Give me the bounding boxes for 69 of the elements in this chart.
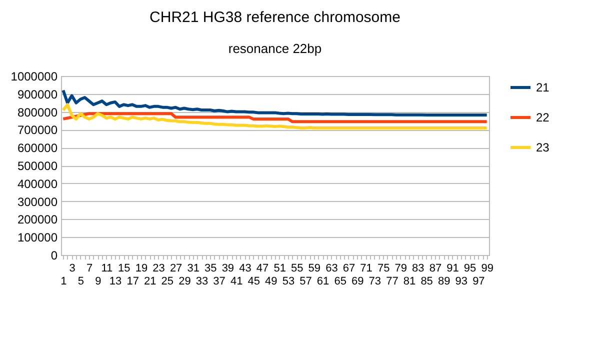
x-tick-label: 53 xyxy=(282,276,295,288)
x-tick-label: 1 xyxy=(60,276,67,288)
x-tick-label: 23 xyxy=(152,262,165,274)
x-tick-label: 25 xyxy=(161,276,174,288)
x-tick-label: 37 xyxy=(213,276,226,288)
x-tick-label: 9 xyxy=(95,276,102,288)
x-tick-label: 11 xyxy=(101,262,113,274)
x-tick-label: 63 xyxy=(326,262,338,274)
x-tick-label: 93 xyxy=(455,276,468,288)
x-tick-label: 49 xyxy=(265,276,278,288)
x-tick-label: 87 xyxy=(429,262,442,274)
x-tick-label: 5 xyxy=(78,276,84,288)
x-tick-label: 47 xyxy=(256,262,269,274)
x-tick-label: 43 xyxy=(239,262,252,274)
y-tick-label: 600000 xyxy=(17,141,58,156)
x-tick-label: 45 xyxy=(248,276,260,288)
x-tick-label: 97 xyxy=(472,276,485,288)
x-tick-label: 29 xyxy=(178,276,191,288)
y-tick-label: 0 xyxy=(50,248,58,262)
y-tick-label: 200000 xyxy=(17,212,58,227)
y-tick-label: 900000 xyxy=(17,87,58,102)
x-tick-label: 51 xyxy=(274,262,286,274)
x-tick-label: 85 xyxy=(420,276,433,288)
x-tick-label: 89 xyxy=(438,276,450,288)
x-tick-label: 99 xyxy=(481,262,494,274)
legend-label: 23 xyxy=(536,140,550,154)
x-tick-label: 27 xyxy=(170,262,182,274)
y-tick-label: 500000 xyxy=(17,159,58,173)
line-series xyxy=(62,88,488,117)
y-tick-label: 100000 xyxy=(17,230,58,245)
x-tick-label: 17 xyxy=(126,276,139,288)
x-tick-label: 73 xyxy=(368,276,382,288)
x-tick-label: 75 xyxy=(377,262,390,274)
y-tick-label: 700000 xyxy=(17,123,58,138)
x-tick-label: 77 xyxy=(386,276,398,288)
line-series xyxy=(62,112,488,124)
x-tick-label: 15 xyxy=(118,262,130,274)
x-tick-label: 65 xyxy=(334,276,346,288)
x-tick-label: 33 xyxy=(196,276,208,288)
x-tick-label: 55 xyxy=(290,262,304,274)
x-tick-label: 21 xyxy=(144,276,156,288)
chart-title: CHR21 HG38 reference chromosome xyxy=(150,9,400,26)
x-tick-label: 19 xyxy=(135,262,148,274)
x-tick-label: 83 xyxy=(412,262,424,274)
chart-subtitle: resonance 22bp xyxy=(228,41,322,56)
x-tick-label: 41 xyxy=(230,276,243,288)
y-tick-label: 1000000 xyxy=(10,70,58,84)
x-tick-label: 69 xyxy=(352,276,364,288)
y-tick-label: 800000 xyxy=(17,105,58,120)
line-series xyxy=(62,103,488,130)
legend-label: 21 xyxy=(536,80,550,94)
x-tick-label: 3 xyxy=(69,262,76,274)
x-tick-label: 71 xyxy=(360,262,372,274)
x-tick-label: 35 xyxy=(204,262,217,274)
x-tick-label: 79 xyxy=(394,262,407,274)
x-tick-label: 59 xyxy=(308,262,321,274)
x-tick-label: 39 xyxy=(222,262,234,274)
x-tick-label: 31 xyxy=(187,262,200,274)
x-tick-label: 91 xyxy=(446,262,459,274)
y-tick-label: 400000 xyxy=(17,176,58,191)
x-tick-label: 7 xyxy=(86,262,93,274)
legend-label: 22 xyxy=(536,110,550,124)
y-tick-label: 300000 xyxy=(17,194,58,209)
x-tick-label: 95 xyxy=(464,262,476,274)
x-tick-label: 67 xyxy=(342,262,356,274)
x-tick-label: 13 xyxy=(109,276,122,288)
x-tick-label: 57 xyxy=(300,276,312,288)
x-tick-label: 81 xyxy=(403,276,416,288)
x-tick-label: 61 xyxy=(316,276,330,288)
